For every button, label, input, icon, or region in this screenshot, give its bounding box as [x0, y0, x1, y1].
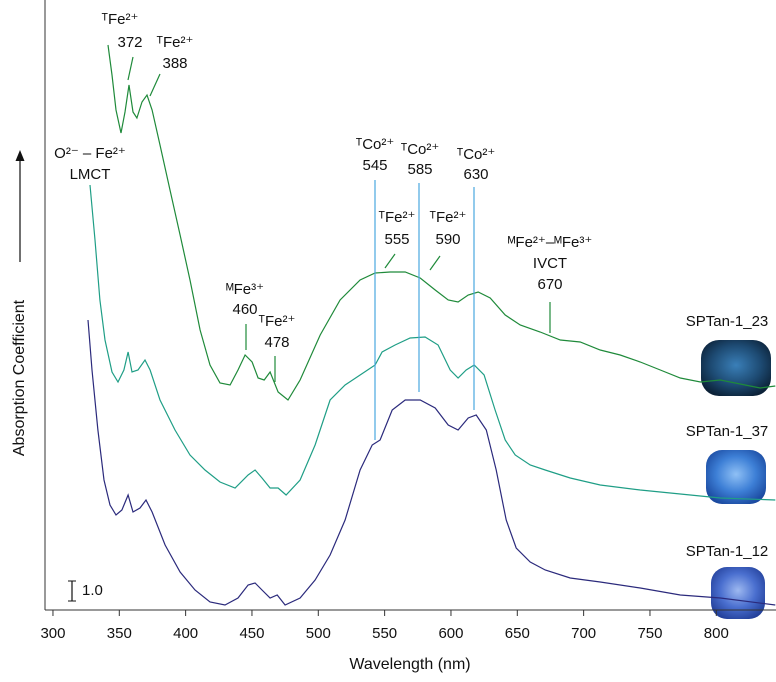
- y-arrow-head: [15, 150, 25, 161]
- annotation-wavelength: 372: [117, 34, 142, 51]
- legend-label: SPTan-1_23: [686, 313, 769, 330]
- x-tick-label: 700: [571, 625, 596, 642]
- annotation-wavelength: 585: [407, 161, 432, 178]
- legend-label: SPTan-1_37: [686, 423, 769, 440]
- spectrum-line: [89, 184, 776, 501]
- spectrum-line: [107, 44, 776, 401]
- annotation-wavelength: 460: [232, 301, 257, 318]
- annotation-wavelength: 670: [537, 276, 562, 293]
- annotation-species: ᵀFe²⁺: [102, 11, 139, 28]
- annotation-species: ᵀCo²⁺: [401, 141, 440, 158]
- annotation-pointer: [149, 73, 161, 97]
- annotation-species: ᵀFe²⁺: [157, 34, 194, 51]
- scale-bar-label: 1.0: [82, 582, 103, 599]
- gem-image: [701, 340, 771, 396]
- x-axis-label: Wavelength (nm): [349, 656, 470, 673]
- annotation-species: ᵀCo²⁺: [356, 136, 395, 153]
- annotation-species: O²⁻ – Fe²⁺: [54, 145, 126, 162]
- x-tick-label: 400: [173, 625, 198, 642]
- annotation-wavelength: 388: [162, 55, 187, 72]
- x-tick-label: 750: [637, 625, 662, 642]
- annotation-pointer: [384, 253, 396, 269]
- x-tick-label: 350: [107, 625, 132, 642]
- annotation-pointer: [429, 255, 441, 271]
- annotation-species: ᴹFe³⁺: [226, 281, 264, 298]
- gem-image: [706, 450, 766, 504]
- annotation-species: ᵀFe²⁺: [430, 209, 467, 226]
- y-axis-label: Absorption Coefficient: [11, 299, 28, 456]
- gem-image: [711, 567, 765, 619]
- x-tick-label: 550: [372, 625, 397, 642]
- annotation-note: IVCT: [533, 255, 567, 272]
- x-tick-label: 650: [505, 625, 530, 642]
- x-tick-label: 600: [438, 625, 463, 642]
- annotation-species: ᴹFe²⁺–ᴹFe³⁺: [508, 234, 593, 251]
- x-tick-label: 500: [306, 625, 331, 642]
- x-tick-label: 800: [704, 625, 729, 642]
- x-tick-label: 300: [40, 625, 65, 642]
- annotation-species: ᵀCo²⁺: [457, 146, 496, 163]
- annotation-wavelength: 555: [384, 231, 409, 248]
- annotation-species: ᵀFe²⁺: [379, 209, 416, 226]
- annotation-note: LMCT: [70, 166, 111, 183]
- annotation-wavelength: 545: [362, 157, 387, 174]
- x-tick-label: 450: [239, 625, 264, 642]
- annotation-pointer: [127, 56, 134, 81]
- annotation-wavelength: 630: [463, 166, 488, 183]
- annotation-species: ᵀFe²⁺: [259, 313, 296, 330]
- legend-label: SPTan-1_12: [686, 543, 769, 560]
- annotation-wavelength: 478: [264, 334, 289, 351]
- spectrum-line: [87, 319, 776, 606]
- annotation-wavelength: 590: [435, 231, 460, 248]
